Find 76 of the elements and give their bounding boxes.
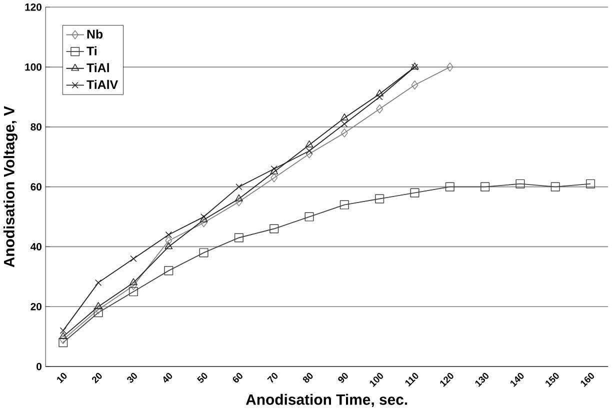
- legend-label: Nb: [87, 30, 103, 39]
- point: [130, 278, 138, 286]
- y-tick-label: 120: [25, 4, 42, 12]
- point: [480, 182, 490, 192]
- point: [60, 328, 66, 334]
- point: [270, 166, 278, 172]
- point: [165, 232, 172, 238]
- point: [340, 128, 348, 138]
- point: [128, 287, 138, 296]
- point: [94, 308, 103, 318]
- legend-label: TiAl: [86, 63, 109, 72]
- point: [199, 248, 208, 258]
- point: [445, 182, 454, 192]
- point: [306, 150, 313, 159]
- point: [341, 120, 348, 128]
- point: [234, 194, 243, 202]
- x-tick-label: 120: [440, 373, 454, 388]
- x-tick-label: 30: [127, 373, 137, 384]
- point: [340, 200, 349, 210]
- point: [304, 212, 314, 222]
- point: [165, 236, 172, 246]
- point: [164, 266, 174, 276]
- legend-label: TiAlV: [86, 80, 118, 90]
- point: [411, 80, 418, 90]
- point: [95, 280, 102, 286]
- x-tick-label: 100: [370, 373, 384, 388]
- y-axis-title: Anodisation Voltage, V: [3, 106, 18, 268]
- point: [94, 305, 102, 314]
- point: [130, 281, 137, 290]
- point: [270, 168, 278, 175]
- point: [376, 94, 383, 101]
- point: [60, 335, 67, 344]
- x-tick-label: 70: [267, 373, 278, 383]
- x-axis-title: Anodisation Time, sec.: [246, 394, 408, 408]
- y-tick-label: 100: [25, 64, 42, 71]
- point: [375, 194, 384, 204]
- point: [236, 184, 242, 190]
- point: [58, 338, 68, 348]
- point: [200, 214, 208, 220]
- point: [94, 302, 102, 310]
- point: [164, 242, 173, 250]
- y-tick-label: 40: [30, 243, 42, 251]
- point: [200, 216, 208, 222]
- point: [446, 62, 454, 72]
- point: [130, 256, 137, 262]
- x-tick-label: 90: [338, 373, 348, 383]
- point: [376, 90, 384, 97]
- y-tick-label: 20: [30, 303, 42, 311]
- point: [410, 188, 420, 198]
- point: [270, 224, 279, 234]
- y-tick-label: 60: [30, 183, 42, 191]
- point: [235, 198, 242, 207]
- x-tick-label: 60: [232, 373, 242, 383]
- point: [376, 104, 384, 114]
- point: [550, 182, 560, 192]
- point: [516, 180, 525, 189]
- x-tick-label: 80: [302, 373, 313, 384]
- point: [200, 218, 208, 228]
- legend-label: Ti: [86, 46, 96, 56]
- point: [234, 233, 244, 243]
- x-tick-label: 110: [405, 373, 418, 387]
- y-tick-label: 0: [36, 363, 42, 370]
- point: [306, 148, 313, 154]
- point: [586, 180, 596, 189]
- point: [340, 114, 348, 121]
- point: [270, 174, 278, 183]
- point: [305, 140, 314, 148]
- x-tick-label: 10: [57, 373, 67, 384]
- x-tick-label: 20: [92, 373, 102, 384]
- x-tick-label: 50: [197, 373, 208, 383]
- x-tick-label: 150: [546, 373, 559, 388]
- y-tick-label: 80: [30, 124, 42, 131]
- x-tick-label: 40: [163, 373, 172, 383]
- x-tick-label: 130: [475, 373, 489, 388]
- x-tick-label: 140: [510, 373, 524, 388]
- x-tick-label: 160: [580, 373, 594, 388]
